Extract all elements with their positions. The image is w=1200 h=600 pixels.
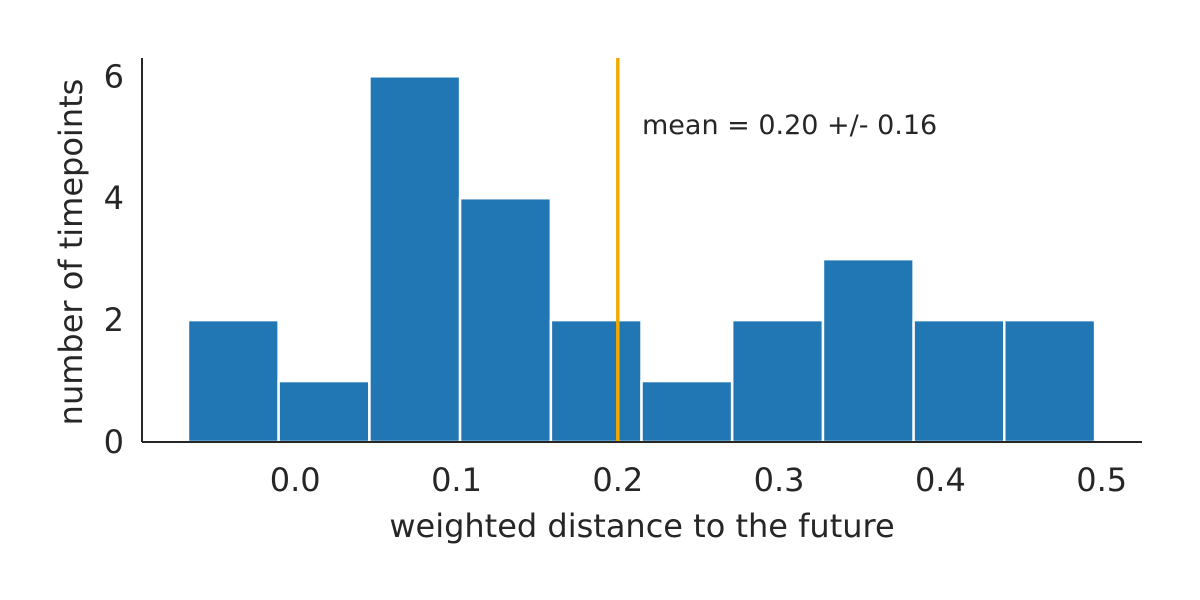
x-tick-label: 0.1: [431, 461, 482, 499]
y-axis-label: number of timepoints: [52, 79, 90, 426]
histogram-bar: [640, 379, 734, 444]
x-tick-label: 0.0: [270, 461, 321, 499]
x-tick-label: 0.2: [592, 461, 643, 499]
histogram-bar: [730, 318, 825, 444]
histogram-bar: [1003, 318, 1097, 444]
histogram-bar: [277, 379, 371, 444]
histogram-bar: [821, 257, 915, 444]
x-tick-label: 0.5: [1076, 461, 1127, 499]
histogram-bar: [458, 196, 553, 444]
y-tick-label: 0: [104, 423, 124, 461]
y-tick-labels: 0 2 4 6: [104, 57, 124, 461]
histogram-bar: [368, 75, 462, 444]
histogram-bar: [186, 318, 280, 444]
x-tick-label: 0.3: [754, 461, 805, 499]
histogram-bar: [549, 318, 643, 444]
x-tick-labels: 0.0 0.1 0.2 0.3 0.4 0.5: [270, 461, 1127, 499]
histogram-bar: [912, 318, 1006, 444]
mean-annotation: mean = 0.20 +/- 0.16: [642, 110, 937, 141]
x-axis-label: weighted distance to the future: [389, 507, 894, 545]
y-tick-label: 6: [104, 57, 124, 95]
y-tick-label: 4: [104, 179, 124, 217]
y-tick-label: 2: [104, 301, 124, 339]
x-tick-label: 0.4: [915, 461, 966, 499]
histogram-bars: [186, 75, 1097, 444]
